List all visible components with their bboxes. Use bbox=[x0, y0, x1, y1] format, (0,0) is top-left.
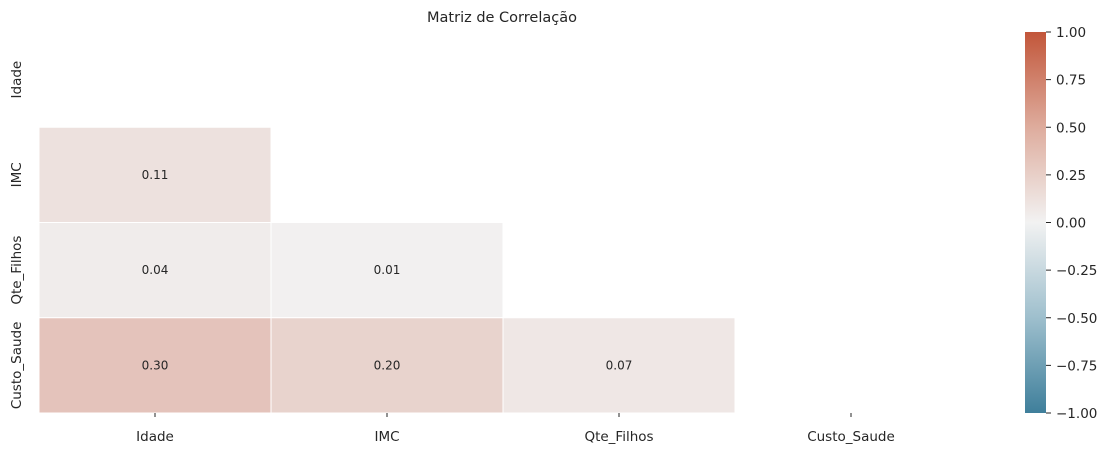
cell-label: 0.07 bbox=[606, 358, 633, 372]
x-tick-label: Qte_Filhos bbox=[584, 429, 653, 445]
colorbar-tick-label: 0.25 bbox=[1056, 168, 1086, 184]
colorbar-tick-label: 1.00 bbox=[1056, 25, 1086, 41]
cell-label: 0.01 bbox=[374, 263, 401, 277]
colorbar-tick-label: −0.25 bbox=[1056, 263, 1097, 279]
y-tick-label: Idade bbox=[9, 61, 25, 99]
heatmap-cells: 0.11 0.04 0.01 0.30 0.20 0.07 bbox=[38, 126, 736, 414]
x-tick-label: IMC bbox=[374, 429, 399, 445]
x-tick-label: Idade bbox=[136, 429, 174, 445]
colorbar-tick-label: 0.75 bbox=[1056, 73, 1086, 89]
y-axis-ticks: Idade IMC Qte_Filhos Custo_Saude bbox=[9, 61, 25, 409]
y-tick-label: Custo_Saude bbox=[9, 322, 25, 410]
colorbar-tick-label: 0.50 bbox=[1056, 120, 1086, 136]
cell-label: 0.11 bbox=[142, 168, 169, 182]
colorbar: 1.00 0.75 0.50 0.25 0.00 −0.25 −0.50 −0.75 −1.00 bbox=[1025, 25, 1097, 422]
x-axis-ticks: Idade IMC Qte_Filhos Custo_Saude bbox=[136, 413, 895, 445]
colorbar-ticks: 1.00 0.75 0.50 0.25 0.00 −0.25 −0.50 −0.75 −1.00 bbox=[1046, 25, 1097, 422]
colorbar-tick-label: −1.00 bbox=[1056, 406, 1097, 422]
colorbar-tick-label: −0.75 bbox=[1056, 358, 1097, 374]
y-tick-label: IMC bbox=[9, 162, 25, 187]
y-tick-label: Qte_Filhos bbox=[9, 236, 25, 305]
x-tick-label: Custo_Saude bbox=[807, 429, 895, 445]
heatmap-cell-Qte_Filhos-Idade bbox=[38, 222, 272, 319]
colorbar-tick-label: −0.50 bbox=[1056, 311, 1097, 327]
heatmap-cell-Custo_Saude-Qte_Filhos bbox=[502, 317, 736, 414]
cell-label: 0.30 bbox=[142, 358, 169, 372]
cell-label: 0.20 bbox=[374, 358, 401, 372]
cell-label: 0.04 bbox=[142, 263, 169, 277]
heatmap-cell-Qte_Filhos-IMC bbox=[270, 222, 504, 319]
heatmap-cell-IMC-Idade bbox=[38, 126, 272, 223]
chart-title: Matriz de Correlação bbox=[427, 10, 577, 26]
heatmap-cell-Custo_Saude-Idade bbox=[38, 317, 272, 414]
colorbar-tick-label: 0.00 bbox=[1056, 216, 1086, 232]
colorbar-gradient bbox=[1025, 32, 1046, 413]
heatmap-cell-Custo_Saude-IMC bbox=[270, 317, 504, 414]
